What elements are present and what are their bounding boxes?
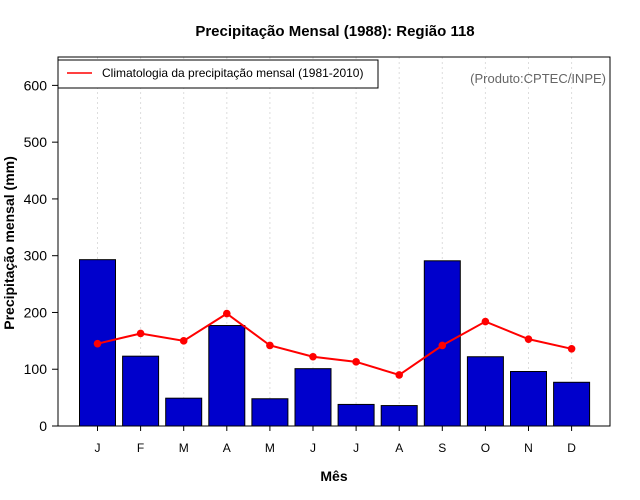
bar-a-3 [208, 325, 246, 427]
grid-lines [97, 57, 573, 426]
x-tick-label: J [310, 441, 316, 455]
legend-entry: Climatologia da precipitação mensal (198… [102, 66, 363, 80]
climatology-point [481, 317, 490, 326]
y-tick-label: 600 [24, 77, 48, 93]
climatology-point [395, 371, 404, 379]
climatology-point [93, 339, 102, 348]
climatology-line [93, 309, 576, 379]
x-tick-label: A [395, 441, 403, 455]
y-tick-label: 300 [24, 248, 48, 264]
climatology-point [309, 352, 317, 361]
y-tick-label: 400 [24, 191, 48, 207]
y-tick-label: 200 [24, 304, 48, 320]
x-tick-label: N [524, 441, 533, 455]
climatology-point [567, 344, 576, 353]
climatology-point [223, 309, 231, 318]
x-tick-label: S [438, 441, 446, 455]
source-annotation: (Produto:CPTEC/INPE) [470, 71, 606, 86]
legend: Climatologia da precipitação mensal (198… [57, 59, 379, 89]
climatology-point [524, 335, 533, 343]
bars [79, 259, 591, 427]
climatology-point [352, 358, 360, 366]
bar-j-6 [337, 403, 375, 427]
x-tick-label: J [95, 441, 101, 455]
bar-j-5 [294, 368, 332, 427]
bar-m-4 [251, 398, 289, 427]
plot-frame [57, 56, 611, 427]
legend-box [57, 59, 379, 89]
x-tick-label: O [481, 441, 490, 455]
bar-n-10 [510, 371, 547, 427]
y-axis: 0 100 200 300 400 500 600 [24, 77, 58, 434]
climatology-point [266, 341, 274, 350]
y-tick-label: 0 [39, 418, 47, 434]
x-tick-label: D [567, 441, 576, 455]
x-tick-label: J [353, 441, 359, 455]
x-axis-label: Mês [320, 468, 347, 484]
chart-title: Precipitação Mensal (1988): Região 118 [195, 23, 474, 40]
y-tick-label: 500 [24, 134, 48, 150]
bar-m-2 [165, 397, 203, 427]
climatology-point [179, 337, 188, 345]
y-axis-label: Precipitação mensal (mm) [1, 156, 17, 330]
x-tick-label: M [265, 441, 275, 455]
climatology-point [136, 329, 145, 338]
bar-o-9 [466, 356, 504, 427]
bar-a-7 [380, 405, 418, 427]
climatology-point [438, 341, 447, 350]
bar-f-1 [122, 355, 160, 427]
y-tick-label: 100 [24, 361, 48, 377]
climatology-polyline [97, 312, 572, 377]
bar-d-11 [553, 381, 591, 427]
x-tick-label: M [179, 441, 189, 455]
x-tick-label: F [137, 441, 144, 455]
x-tick-label: A [223, 441, 231, 455]
